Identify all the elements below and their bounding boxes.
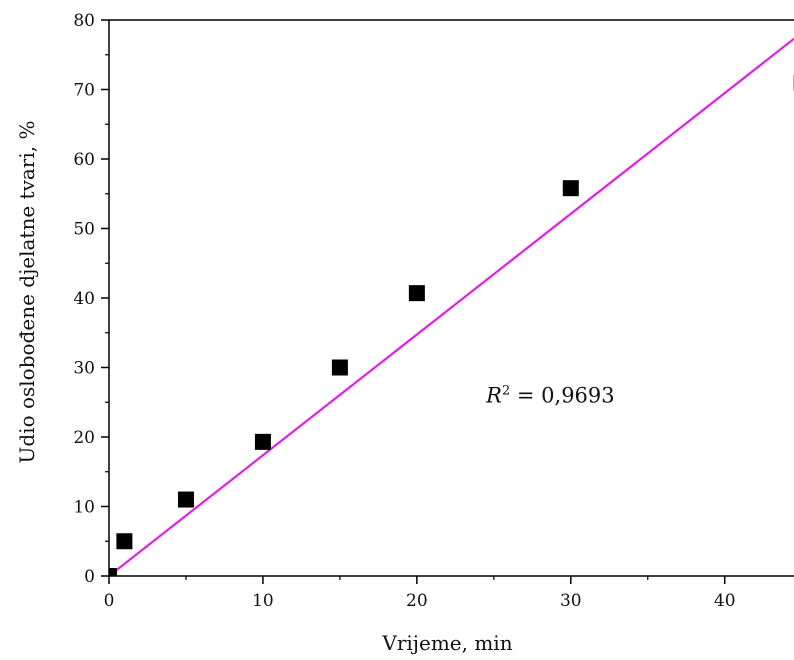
x-tick-label: 0 [104,591,115,611]
y-tick-label: 40 [73,289,95,309]
x-tick-label: 20 [406,591,428,611]
r-squared-annotation: R2 = 0,9693 [485,383,615,407]
y-tick-label: 20 [73,428,95,448]
x-axis-title: Vrijeme, min [381,631,512,655]
r-squared-value: = 0,9693 [510,383,614,407]
x-tick-label: 30 [560,591,582,611]
r-symbol: R [485,383,502,407]
data-point [116,533,133,550]
data-point [254,433,271,450]
r-superscript: 2 [502,383,510,398]
data-point [331,359,348,376]
y-tick-label: 0 [84,567,95,587]
y-tick-label: 80 [73,11,95,31]
y-tick-label: 60 [73,150,95,170]
plot-area: 0 10 20 30 40 50 60 70 80 0 10 20 30 40 [73,11,794,611]
data-point [109,568,117,576]
data-marks [109,37,794,576]
y-tick-label: 70 [73,81,95,101]
y-tick-label: 30 [73,359,95,379]
data-point [408,285,425,302]
x-tick-label: 10 [252,591,274,611]
y-axis-title: Udio oslobođene djelatne tvari, % [15,121,39,464]
data-point [562,180,579,197]
y-tick-label: 50 [73,220,95,240]
y-tick-label: 10 [73,498,95,518]
data-point [177,491,194,508]
x-tick-label: 40 [714,591,736,611]
fit-line [109,37,794,576]
